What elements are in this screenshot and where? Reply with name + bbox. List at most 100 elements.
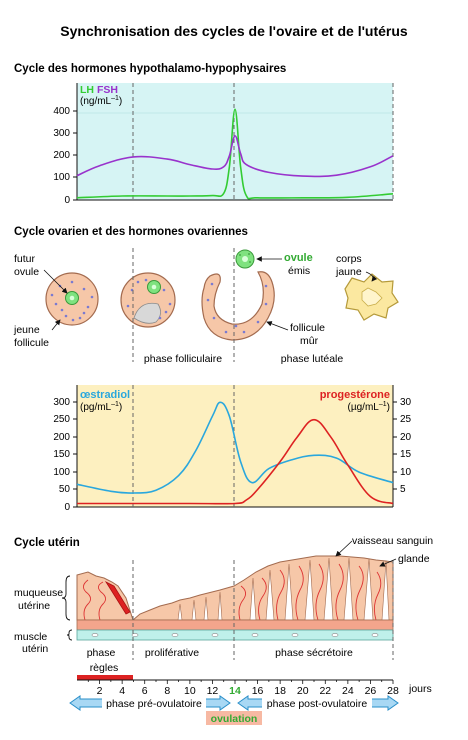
muscle-nuclei [91,633,379,637]
day-tick-label: 22 [319,685,331,697]
label-follicule-mur-1: follicule [290,322,325,334]
tick-label: 300 [53,128,70,139]
day-ticks: 2 4 6 8 10 12 14 16 18 20 22 24 26 28 [87,680,399,697]
hormones-chart-bg [77,83,393,200]
day-tick-label: 8 [164,685,170,697]
ovarian-chart-bg [77,385,393,507]
legend-lh: LH [80,84,94,96]
label-muscle: muscle [14,631,47,643]
tick-label: 250 [53,414,70,425]
released-ovule [235,249,255,269]
ovulation-label: ovulation [211,713,258,725]
day-tick-label: 26 [365,685,377,697]
hormones-y-ticks: 0 100 200 300 400 [53,106,77,206]
label-uterin: utérin [22,643,48,655]
phase-post-label: phase post-ovulatoire [267,698,368,710]
tick-label: 100 [53,467,70,478]
legend-oestradiol: œstradiol [80,389,130,401]
hormones-unit: (ng/mL–1) [80,95,122,107]
tick-label: 100 [53,172,70,183]
label-jeune: jeune [13,324,40,336]
label-muqueuse: muqueuse [14,587,63,599]
phase-folliculaire: phase folliculaire [144,353,222,365]
label-futur: futur [14,253,36,265]
young-follicle [45,272,99,326]
oestradiol-y-ticks: 0 50 100 150 200 250 300 [53,397,77,513]
legend-fsh: FSH [97,84,118,96]
tick-label: 20 [400,432,412,443]
label-glande: glande [398,553,430,565]
tick-label: 200 [53,150,70,161]
series-line-progesterone [77,418,394,505]
series-line-oestradiol [76,401,394,494]
day-tick-label: 20 [297,685,309,697]
label-follicule-mur-2: mûr [300,335,319,347]
series-line-fsh [76,135,394,178]
mucosa-brace [61,575,71,621]
tick-label: 15 [400,449,412,460]
tick-label: 150 [53,449,70,460]
label-emis: émis [288,265,310,277]
tick-label: 300 [53,397,70,408]
pre-ovulatory-arrow [69,695,231,711]
progesterone-unit: (µg/mL–1) [348,401,390,413]
phase-luteale: phase lutéale [281,353,344,365]
day-tick-label: 18 [274,685,286,697]
tick-label: 200 [53,432,70,443]
hormones-heading: Cycle des hormones hypothalamo-hypophysa… [14,63,286,75]
ovary-heading: Cycle ovarien et des hormones ovariennes [14,226,248,238]
series-line-lh [76,108,394,200]
pointer-line [51,319,61,331]
tick-label: 25 [400,414,412,425]
pointer-line [335,540,353,557]
uterus-heading: Cycle utérin [14,537,80,549]
regles-label: règles [90,662,119,674]
post-ovulatory-arrow [237,695,399,711]
ovulation-badge [206,711,262,725]
corpus-luteum [344,273,399,321]
mature-follicle [201,271,275,341]
phase-secretoire: phase sécrétoire [275,647,353,659]
ovarian-curves [76,401,394,505]
label-follicule: follicule [14,337,49,349]
tick-label: 10 [400,467,412,478]
basal-layer [76,619,394,631]
uterine-mucosa [76,555,394,621]
muscle-layer [76,629,394,641]
day-tick-label: 4 [119,685,125,697]
progesterone-y-ticks: 5 10 15 20 25 30 [393,397,412,495]
phase-proliferative: proliférative [145,647,199,659]
menstruation-bar [77,675,133,680]
day-tick-label: 6 [142,685,148,697]
label-ovule-1: ovule [14,266,39,278]
day-tick-label: 10 [184,685,196,697]
label-corps: corps [336,253,362,265]
hormones-curves [76,108,394,200]
oestradiol-unit: (pg/mL–1) [80,401,122,413]
tick-label: 0 [64,502,70,513]
page-title: Synchronisation des cycles de l'ovaire e… [60,23,408,39]
label-jaune: jaune [335,266,362,278]
pointer-line [379,558,397,567]
tick-label: 30 [400,397,412,408]
phase-pre-label: phase pré-ovulatoire [106,698,202,710]
day-tick-label: 16 [252,685,264,697]
legend-progesterone: progestérone [320,389,390,401]
muscle-brace [66,629,73,641]
tick-label: 0 [64,195,70,206]
day-tick-label: 2 [97,685,103,697]
pointer-line [43,269,68,294]
pointer-line [266,321,289,331]
day-tick-label: 14 [229,685,241,697]
label-uterine: utérine [18,600,50,612]
phase-label: phase [87,647,116,659]
label-vaisseau: vaisseau sanguin [352,535,433,547]
growing-follicle [120,272,176,328]
tick-label: 400 [53,106,70,117]
tick-label: 50 [59,484,71,495]
days-label: jours [408,683,432,695]
pointer-line [365,271,378,282]
menstrual-shedding [104,581,131,615]
